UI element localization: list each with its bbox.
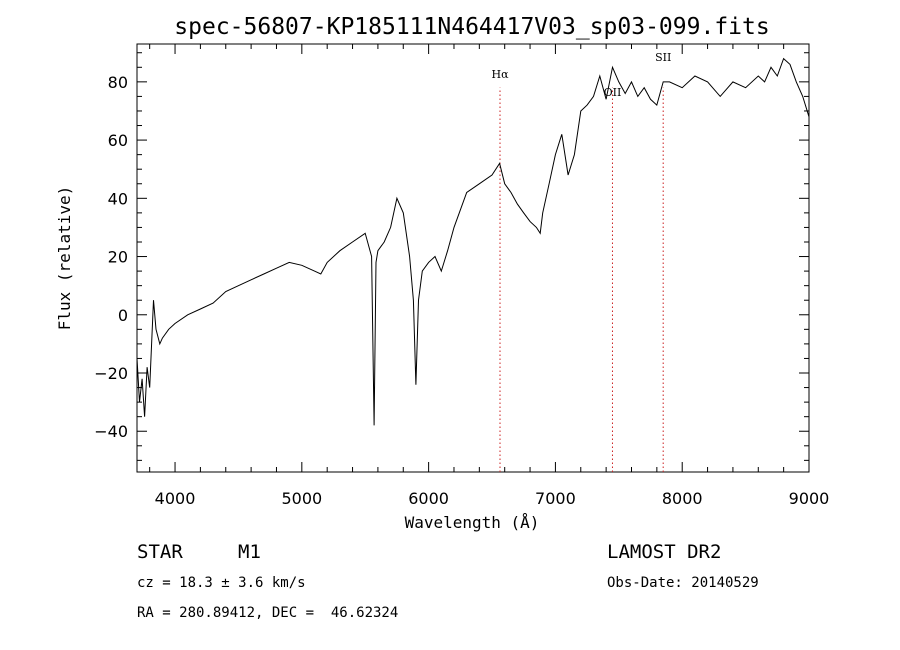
major-ticks — [137, 44, 810, 472]
x-tick-label: 4000 — [155, 489, 196, 508]
class-label: STAR — [137, 541, 183, 563]
y-tick-label: 60 — [108, 131, 128, 150]
x-tick-label: 8000 — [662, 489, 703, 508]
x-tick-label: 7000 — [535, 489, 576, 508]
x-tick-label: 6000 — [408, 489, 449, 508]
y-tick-label: 20 — [108, 248, 128, 267]
x-tick-labels: 4000 5000 6000 7000 8000 9000 — [155, 489, 830, 508]
emission-line-label: SII — [655, 51, 671, 64]
y-tick-label: 40 — [108, 189, 128, 208]
spectrum-line — [136, 57, 810, 426]
y-tick-label: −20 — [94, 364, 128, 383]
obs-date-label: Obs-Date: 20140529 — [607, 575, 759, 591]
coordinates-label: RA = 280.89412, DEC = 46.62324 — [137, 605, 399, 621]
survey-label: LAMOST DR2 — [607, 541, 722, 563]
x-tick-label: 9000 — [789, 489, 830, 508]
plot-frame — [136, 43, 810, 473]
redshift-label: cz = 18.3 ± 3.6 km/s — [137, 575, 306, 591]
y-tick-labels: −40 −20 0 20 40 60 80 — [94, 73, 128, 441]
y-tick-label: 80 — [108, 73, 128, 92]
y-axis-label: Flux (relative) — [55, 186, 74, 331]
y-tick-label: 0 — [118, 306, 128, 325]
x-tick-label: 5000 — [281, 489, 322, 508]
subclass-label: M1 — [238, 541, 261, 563]
x-axis-label: Wavelength (Å) — [405, 513, 540, 532]
minor-ticks — [137, 44, 809, 472]
y-tick-label: −40 — [94, 422, 128, 441]
emission-line-label: Hα — [491, 68, 509, 81]
chart-title: spec-56807-KP185111N464417V03_sp03-099.f… — [174, 14, 769, 40]
spectrum-chart: spec-56807-KP185111N464417V03_sp03-099.f… — [55, 14, 830, 532]
